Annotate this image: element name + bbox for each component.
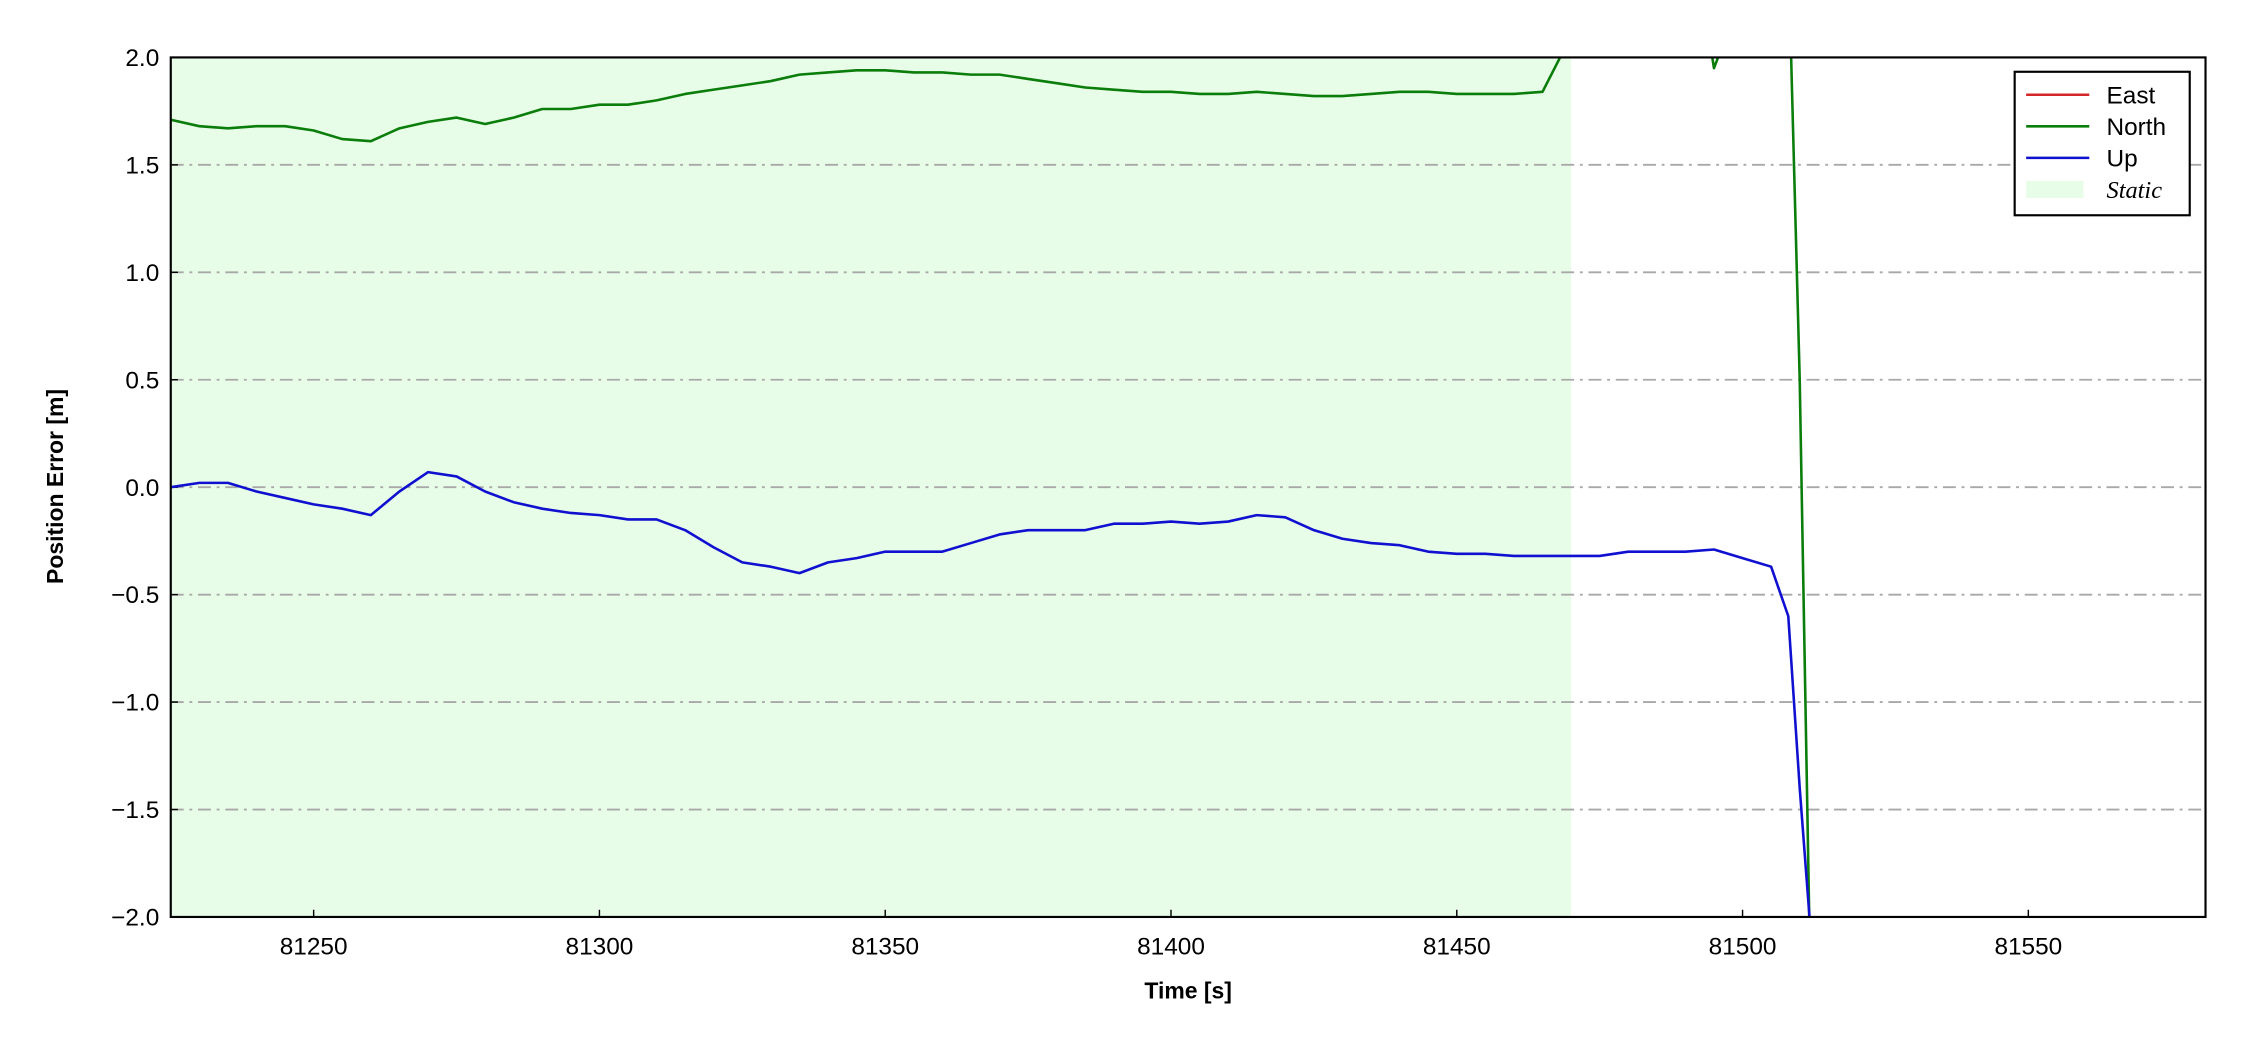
series-line [170, 470, 1811, 917]
x-tick-label: 81550 [1994, 933, 2062, 960]
y-axis-label: Position Error [m] [42, 389, 68, 584]
y-tick-label: 2.0 [125, 45, 159, 72]
x-tick-label: 81350 [851, 933, 919, 960]
y-tick-label: 1.0 [125, 260, 159, 287]
x-tick-label: 81300 [566, 933, 634, 960]
legend-swatch [2026, 180, 2084, 199]
legend-label: Static [2107, 177, 2163, 204]
legend-label: East [2107, 82, 2156, 109]
y-tick-label: −1.0 [111, 690, 159, 717]
y-tick-label: −0.5 [111, 582, 159, 609]
plot-lines [170, 57, 1811, 917]
x-tick-label: 81450 [1423, 933, 1491, 960]
legend-label: Up [2107, 145, 2138, 172]
y-tick-label: 1.5 [125, 152, 159, 179]
x-axis-label: Time [s] [1144, 978, 1232, 1004]
y-tick-label: −1.5 [111, 797, 159, 824]
series-line [170, 57, 1811, 917]
plot-frame [169, 56, 2207, 919]
y-tick-label: −2.0 [111, 905, 159, 932]
x-tick-label: 81400 [1137, 933, 1205, 960]
y-tick-label: 0.0 [125, 475, 159, 502]
x-tick-label: 81250 [280, 933, 348, 960]
legend-label: North [2107, 114, 2167, 141]
x-tick-label: 81500 [1709, 933, 1777, 960]
y-tick-label: 0.5 [125, 367, 159, 394]
